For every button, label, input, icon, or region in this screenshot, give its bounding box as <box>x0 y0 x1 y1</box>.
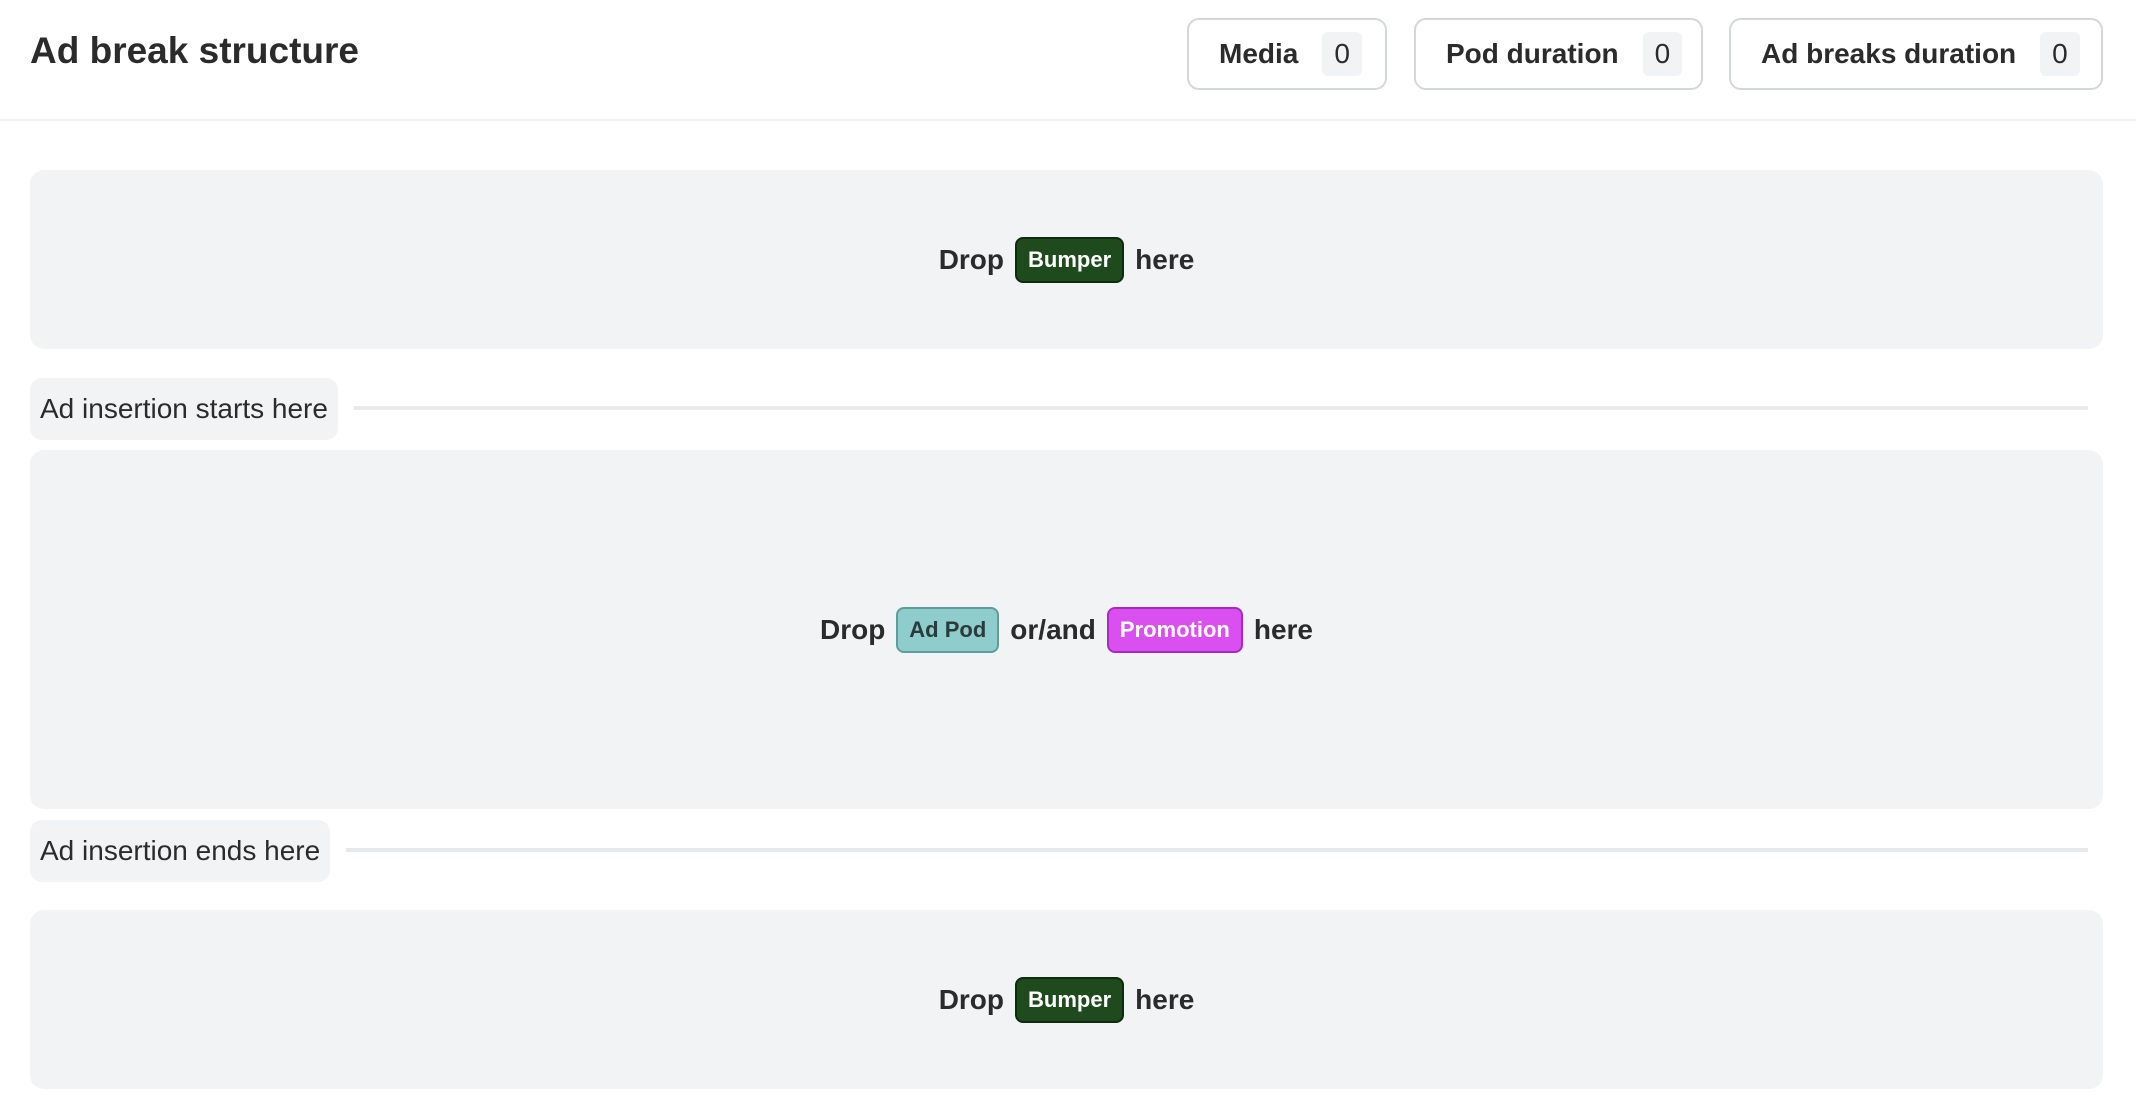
stat-value: 0 <box>2040 32 2080 76</box>
drop-zone-ads[interactable]: Drop Ad Pod or/and Promotion here <box>30 450 2103 809</box>
drop-text: here <box>1135 243 1195 275</box>
stat-pod-duration: Pod duration 0 <box>1414 18 1703 90</box>
stat-media: Media 0 <box>1187 18 1387 90</box>
divider <box>354 406 2088 410</box>
header: Ad break structure Media 0 Pod duration … <box>0 0 2136 121</box>
stat-label: Pod duration <box>1446 38 1619 69</box>
drop-text: here <box>1253 613 1314 645</box>
promotion-pill: Promotion <box>1106 606 1243 653</box>
drop-zone-post-bumper[interactable]: Drop Bumper here <box>30 910 2103 1089</box>
stat-label: Media <box>1219 38 1299 69</box>
ad-insertion-start-marker: Ad insertion starts here <box>30 378 338 440</box>
drop-text: here <box>1135 983 1195 1015</box>
stat-value: 0 <box>1322 32 1362 76</box>
stat-value: 0 <box>1642 32 1683 76</box>
drop-text: Drop <box>938 983 1005 1015</box>
divider <box>346 848 2088 852</box>
stat-label: Ad breaks duration <box>1761 38 2017 69</box>
bumper-pill: Bumper <box>1015 236 1125 283</box>
bumper-pill: Bumper <box>1015 976 1125 1023</box>
ad-pod-pill: Ad Pod <box>896 606 1000 653</box>
stat-ad-breaks-duration: Ad breaks duration 0 <box>1729 18 2103 90</box>
drop-text: Drop <box>819 613 886 645</box>
drop-text: or/and <box>1010 613 1096 645</box>
drop-text: Drop <box>938 243 1005 275</box>
ad-insertion-end-marker: Ad insertion ends here <box>30 820 331 882</box>
drop-zone-pre-bumper[interactable]: Drop Bumper here <box>30 170 2103 349</box>
page-title: Ad break structure <box>30 30 359 71</box>
